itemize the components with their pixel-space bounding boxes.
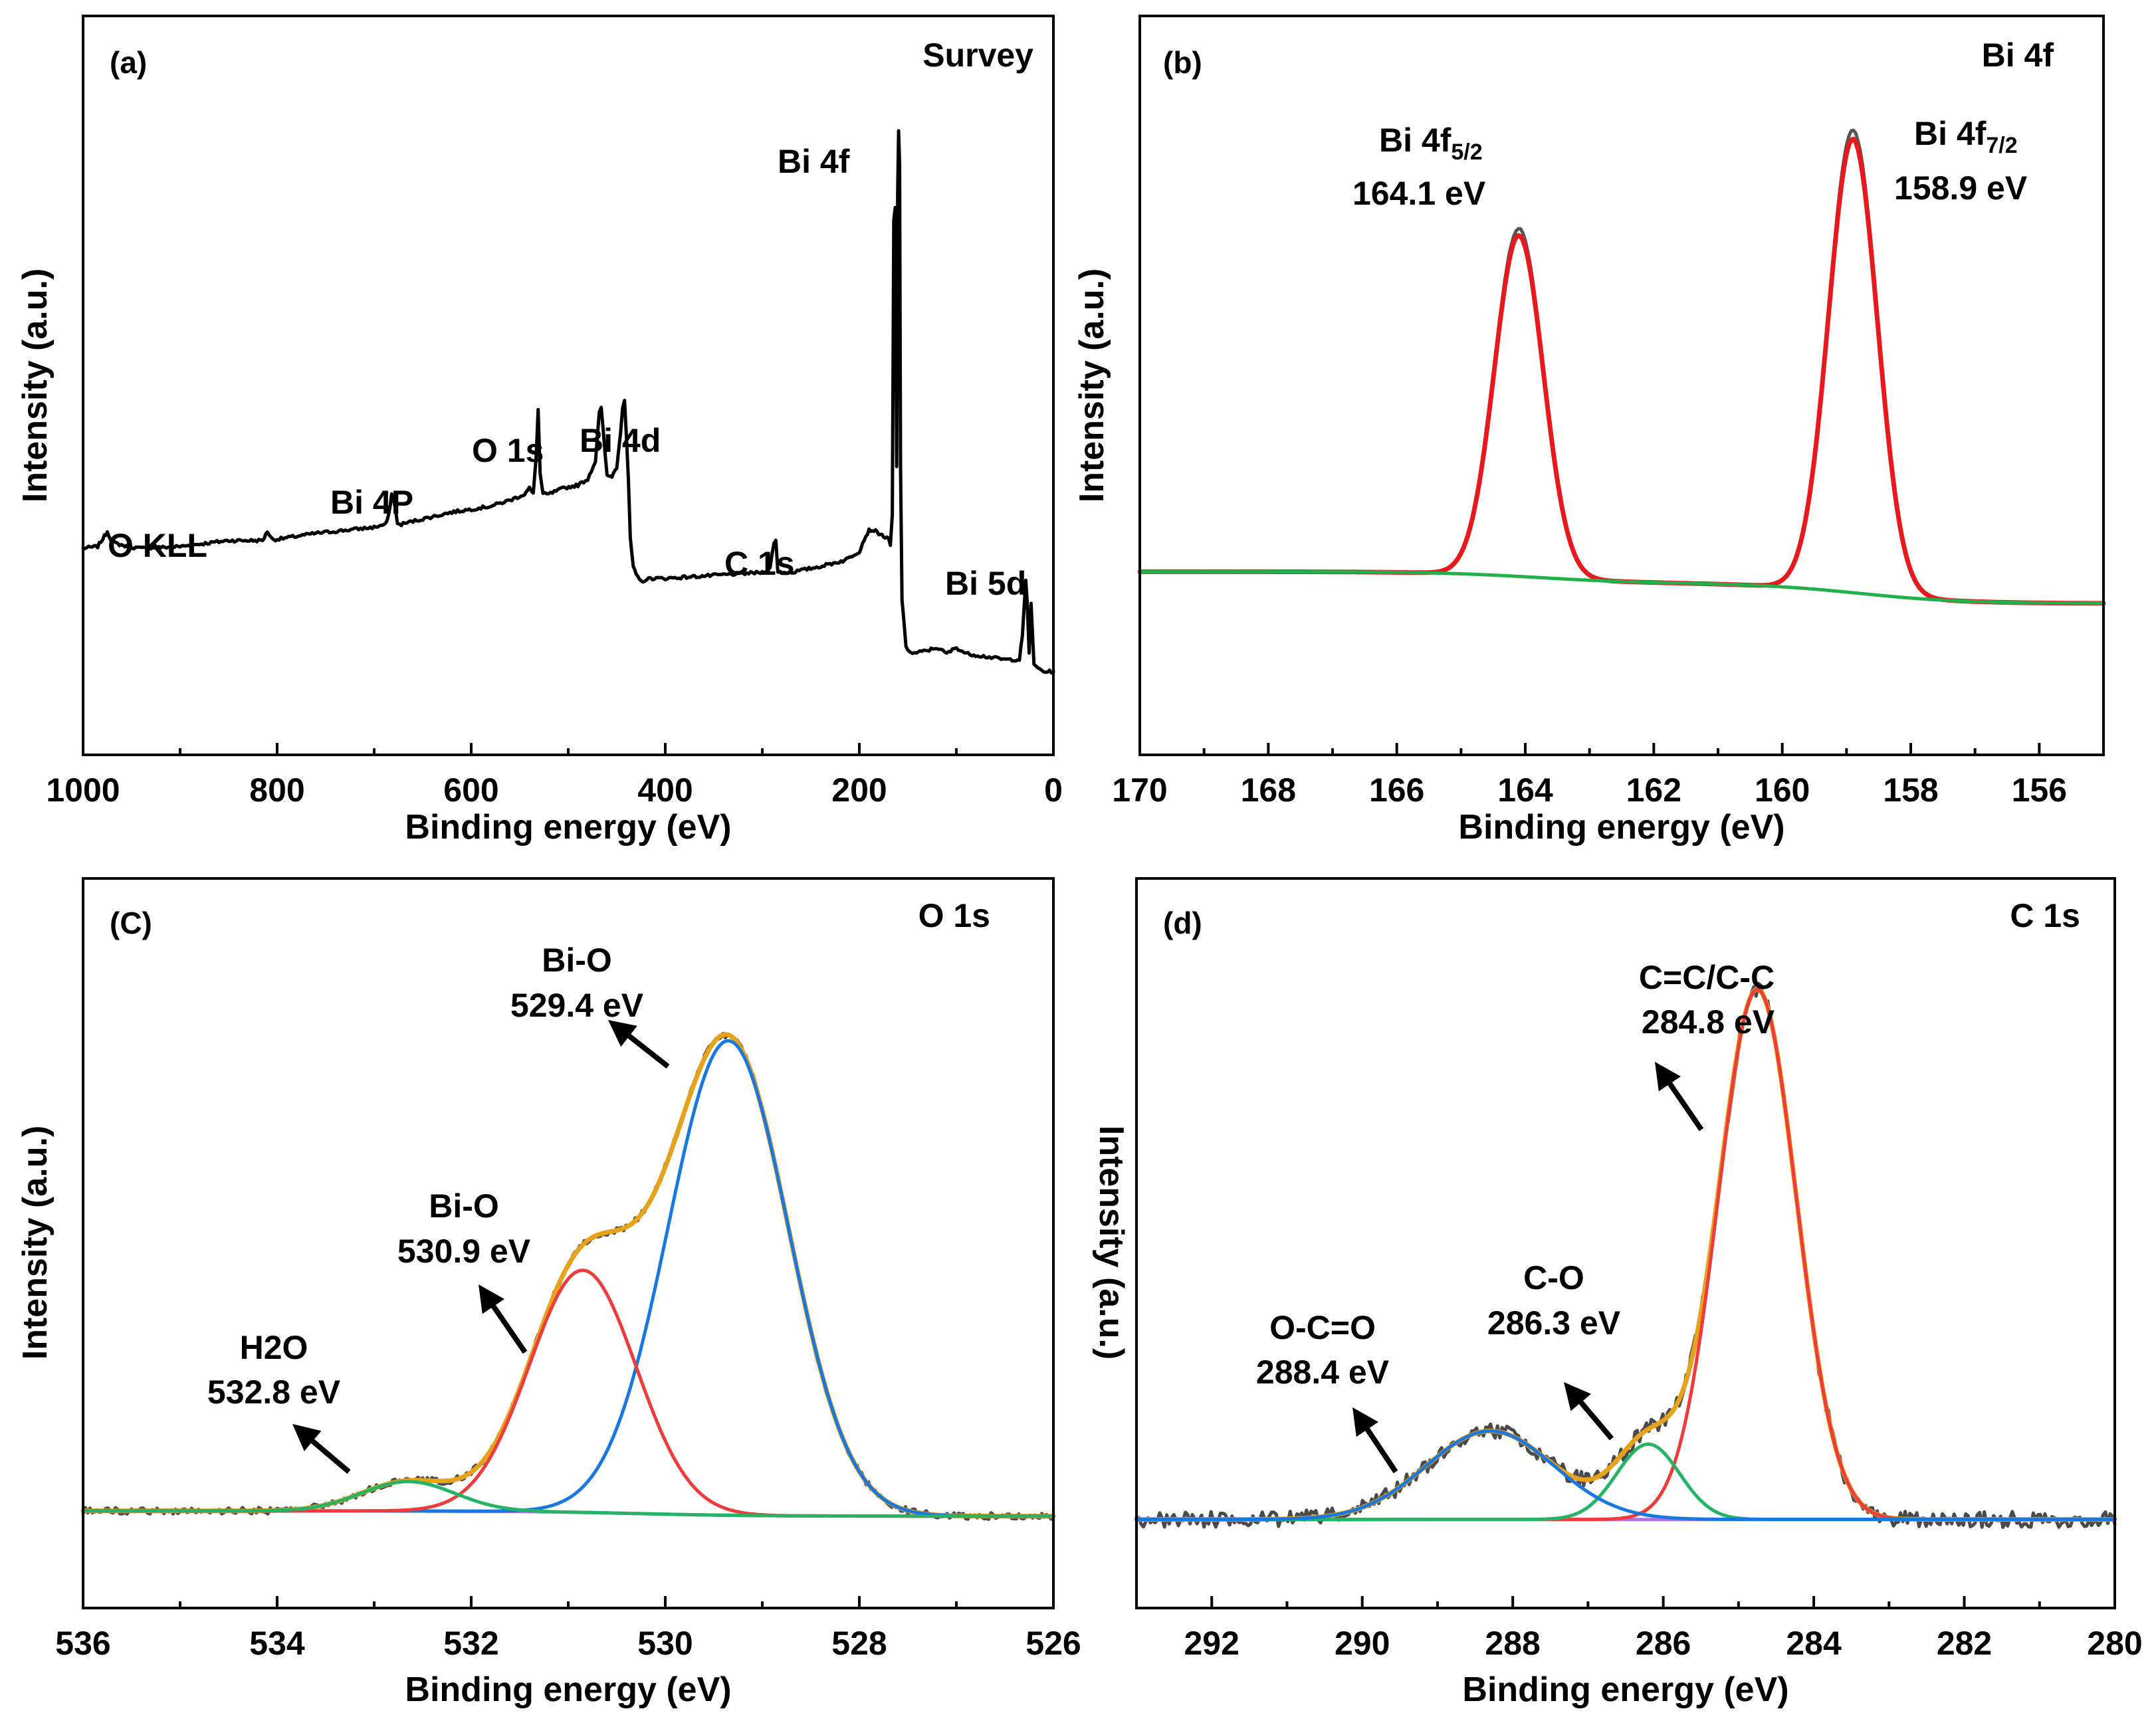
c1s-oco-label: O-C=O: [1269, 1309, 1376, 1346]
o1s-bio-second-energy: 530.9 eV: [397, 1233, 531, 1270]
survey-label-bi-5d: Bi 5d: [945, 565, 1026, 602]
panel-c-xtick-label: 534: [249, 1625, 305, 1662]
bi4f72-label: Bi 4f7/2: [1914, 115, 2018, 158]
panel-a-xtick-label: 400: [637, 771, 693, 809]
o1s-h2o-energy: 532.8 eV: [207, 1373, 341, 1411]
survey-label-bi-4p: Bi 4P: [330, 484, 413, 521]
panel-a-xtick-label: 200: [831, 771, 887, 809]
o1s-bio-main-energy: 529.4 eV: [510, 987, 644, 1024]
panel-b-bi4f: 170 168 166 164 162 160 158 156 (b) Bi 4f Bindi…: [1073, 15, 2106, 847]
panel-a-xtick-label: 800: [249, 771, 304, 809]
panel-c-xtick-label: 530: [637, 1625, 693, 1662]
panel-c-xtick-label: 536: [55, 1625, 110, 1662]
panel-b-frame: [1138, 15, 2105, 756]
panel-c-xlabel: Binding energy (eV): [405, 1670, 731, 1709]
panel-a-xlabel: Binding energy (eV): [405, 808, 731, 847]
c1s-cc-arrowhead: [1655, 1062, 1681, 1092]
panel-d-label: (d): [1163, 906, 1202, 940]
panel-b-xlabel: Binding energy (eV): [1458, 808, 1784, 847]
panel-c-label: (C): [110, 906, 152, 940]
c1s-co-arrowhead: [1564, 1382, 1592, 1411]
panel-b-xtick-label: 160: [1755, 771, 1810, 809]
o1s-h2o-arrow: [304, 1433, 351, 1474]
c1s-oco-arrowhead: [1352, 1407, 1378, 1437]
panel-c-o1s: 536 534 532 530 528 526 (C) O 1s Binding ener…: [16, 877, 1081, 1709]
o1s-bio-second-arrowhead: [479, 1284, 504, 1314]
panel-d-xtick-label: 290: [1335, 1625, 1390, 1662]
panel-a-ylabel: Intensity (a.u.): [16, 268, 54, 502]
bi4f52-energy: 164.1 eV: [1352, 175, 1486, 212]
panel-d-xtick-label: 280: [2087, 1625, 2142, 1662]
o1s-bio-main-arrowhead: [608, 1020, 637, 1047]
c1s-cc-label: C=C/C-C: [1639, 959, 1775, 996]
survey-label-bi-4f: Bi 4f: [778, 143, 850, 180]
panel-d-xtick-label: 286: [1636, 1625, 1691, 1662]
panel-c-ylabel: Intensity (a.u.): [16, 1126, 54, 1360]
panel-b-series-background: [1138, 569, 2105, 605]
panel-a-xtick-label: 1000: [46, 771, 120, 809]
c1s-co-energy: 286.3 eV: [1487, 1304, 1621, 1342]
panel-a-series-survey-spectrum: [81, 129, 1055, 675]
c1s-oco-arrow: [1360, 1420, 1398, 1474]
panel-a-survey: 1000 800 600 400 200 0 (a) Survey Binding ene…: [16, 15, 1063, 847]
panel-d-xlabel: Binding energy (eV): [1462, 1670, 1788, 1709]
survey-label-o-kll: O KLL: [108, 527, 207, 564]
c1s-co-arrow: [1572, 1393, 1614, 1441]
panel-d-xtick-label: 282: [1937, 1625, 1992, 1662]
panel-b-xtick-label: 164: [1497, 771, 1553, 809]
o1s-bio-main-label: Bi-O: [542, 942, 612, 979]
panel-c-title: O 1s: [918, 897, 990, 934]
panel-d-frame: [1135, 877, 2116, 1609]
c1s-co-label: C-O: [1523, 1259, 1584, 1296]
panel-d-title: C 1s: [2010, 897, 2080, 934]
panel-d-c1s: 292 290 288 286 284 282 280 (d) C 1s Binding e…: [1092, 877, 2143, 1709]
panel-d-xtick-label: 292: [1184, 1625, 1240, 1662]
panel-a-label: (a): [110, 45, 147, 80]
panel-c-xtick-label: 528: [831, 1625, 887, 1662]
panel-c-xtick-label: 526: [1025, 1625, 1081, 1662]
panel-d-series-o-c-o-288-4-ev: [1134, 1429, 2117, 1522]
o1s-h2o-label: H2O: [240, 1329, 308, 1366]
c1s-cc-arrow: [1662, 1074, 1704, 1132]
panel-d-xtick-label: 284: [1786, 1625, 1842, 1662]
c1s-oco-energy: 288.4 eV: [1256, 1354, 1390, 1391]
panel-b-xtick-label: 162: [1626, 771, 1681, 809]
panel-d-ylabel: Intensity (a.u.): [1092, 1126, 1131, 1360]
panel-b-xtick-label: 168: [1241, 771, 1296, 809]
panel-a-xtick-label: 0: [1044, 771, 1063, 809]
o1s-h2o-arrowhead: [292, 1424, 322, 1452]
panel-b-xtick-label: 158: [1883, 771, 1938, 809]
survey-label-o-1s: O 1s: [472, 432, 544, 469]
panel-d-xtick-label: 288: [1485, 1625, 1540, 1662]
survey-label-c-1s: C 1s: [724, 545, 795, 582]
panel-b-label: (b): [1163, 45, 1202, 80]
panel-b-title: Bi 4f: [1982, 37, 2054, 74]
panel-a-title: Survey: [922, 37, 1033, 74]
bi4f72-energy: 158.9 eV: [1894, 169, 2028, 207]
o1s-bio-second-arrow: [486, 1297, 528, 1354]
o1s-bio-second-label: Bi-O: [429, 1187, 499, 1225]
bi4f52-label: Bi 4f5/2: [1379, 122, 1483, 165]
panel-b-xtick-label: 156: [2012, 771, 2067, 809]
panel-a-xtick-label: 600: [443, 771, 498, 809]
panel-d-series-experimental: [1134, 981, 2117, 1529]
panel-c-xtick-label: 532: [443, 1625, 498, 1662]
panel-b-ylabel: Intensity (a.u.): [1073, 268, 1111, 502]
panel-b-xtick-label: 166: [1369, 771, 1424, 809]
c1s-cc-energy: 284.8 eV: [1642, 1003, 1775, 1041]
panel-b-xtick-label: 170: [1112, 771, 1167, 809]
panel-c-series-h2o-532-8-ev: [81, 1480, 1055, 1518]
survey-label-bi-4d: Bi 4d: [580, 422, 661, 459]
